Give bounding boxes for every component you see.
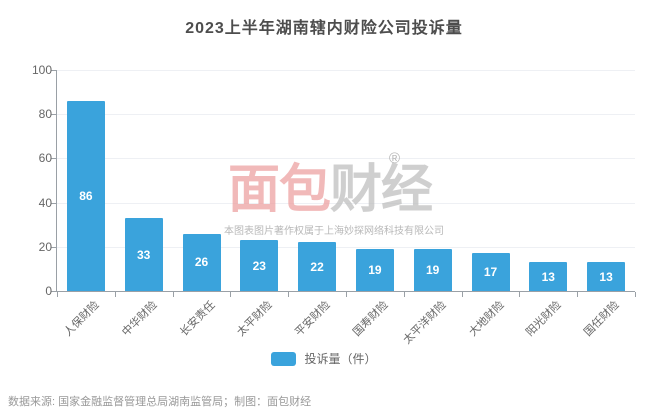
source-note: 数据来源: 国家金融监督管理总局湖南监管局；制图：面包财经 [8, 396, 312, 408]
x-axis-category-label: 国寿财险 [350, 299, 391, 339]
chart-legend[interactable]: 投诉量（件） [0, 350, 648, 367]
bar-value-label: 23 [252, 258, 266, 273]
y-axis-tick [51, 291, 56, 292]
bar-value-label: 17 [483, 265, 498, 280]
y-axis-tick [51, 246, 56, 248]
y-axis-tick-label: 20 [38, 239, 52, 254]
y-axis-tick-label: 80 [38, 107, 52, 122]
gridline [57, 158, 635, 160]
bar-value-label: 19 [368, 263, 382, 277]
gridline [57, 246, 635, 248]
x-axis-tick [635, 292, 636, 297]
y-axis-line [56, 70, 57, 291]
x-axis-tick [57, 292, 58, 297]
x-axis-tick [346, 292, 347, 297]
x-axis-tick [172, 292, 174, 297]
y-axis-tick [51, 202, 56, 204]
x-axis-category-label: 国任财险 [582, 299, 622, 339]
bar-太平洋财险: 19 [413, 249, 452, 291]
bar-长安责任: 26 [182, 233, 221, 291]
x-axis-tick [230, 292, 232, 297]
y-axis-tick [51, 70, 56, 71]
bar-value-label: 26 [194, 255, 209, 270]
legend-label: 投诉量（件） [304, 352, 377, 366]
x-axis-category-label: 中华财险 [119, 299, 160, 339]
bar-国寿财险: 19 [355, 249, 394, 291]
bar-value-label: 13 [541, 269, 555, 284]
chart-title: 2023上半年湖南辖内财险公司投诉量 [185, 20, 463, 37]
gridline [57, 114, 635, 116]
bar-value-label: 19 [426, 263, 440, 277]
x-axis-category-label: 长安责任 [177, 299, 218, 339]
bar-value-label: 13 [599, 269, 613, 284]
plot-area: 0 20 40 60 80 100 86 人保财险 33 中华财险 26 长安责任 23 太平财险 22 平安… [32, 63, 636, 346]
x-axis-line [56, 291, 635, 292]
bar-太平财险: 23 [240, 240, 279, 291]
bar-人保财险: 86 [66, 100, 105, 291]
x-axis-category-label: 人保财险 [61, 299, 102, 339]
x-axis-tick [288, 292, 290, 297]
gridline [57, 202, 635, 204]
x-axis-tick [114, 292, 116, 297]
gridline [57, 70, 635, 71]
legend-swatch-icon [271, 351, 297, 366]
bar-value-label: 86 [79, 188, 93, 203]
x-axis-category-label: 太平洋财险 [400, 299, 449, 347]
bar-阳光财险: 13 [529, 262, 568, 291]
y-axis-tick-label: 0 [45, 284, 52, 298]
x-axis-tick [461, 292, 463, 297]
x-axis-category-label: 阳光财险 [524, 299, 564, 339]
bar-value-label: 33 [137, 247, 151, 262]
x-axis-category-label: 平安财险 [293, 299, 333, 339]
y-axis-tick-label: 60 [38, 151, 52, 166]
bar-平安财险: 22 [298, 242, 337, 291]
x-axis-tick [577, 292, 579, 297]
y-axis-tick-label: 100 [31, 63, 52, 77]
y-axis-tick [51, 158, 56, 160]
x-axis-category-label: 太平财险 [235, 299, 275, 339]
bar-大地财险: 17 [471, 253, 510, 291]
y-axis-tick [51, 114, 56, 116]
x-axis-tick [403, 292, 405, 297]
x-axis-tick [519, 292, 521, 297]
bar-国任财险: 13 [587, 262, 626, 291]
bar-value-label: 22 [310, 259, 324, 274]
x-axis-category-label: 大地财险 [466, 299, 507, 339]
y-axis-tick-label: 40 [38, 195, 52, 210]
bar-中华财险: 33 [124, 218, 163, 291]
